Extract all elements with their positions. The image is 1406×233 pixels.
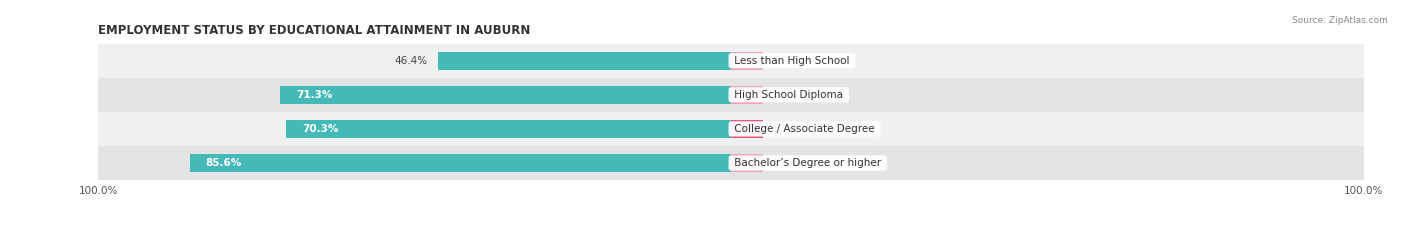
Bar bbox=[98, 146, 1364, 180]
Bar bbox=[731, 86, 762, 104]
Bar bbox=[731, 120, 762, 138]
Bar bbox=[731, 154, 762, 172]
Bar bbox=[98, 112, 1364, 146]
Text: 0.0%: 0.0% bbox=[772, 56, 799, 66]
Text: Bachelor’s Degree or higher: Bachelor’s Degree or higher bbox=[731, 158, 884, 168]
Text: High School Diploma: High School Diploma bbox=[731, 90, 846, 100]
Text: Source: ZipAtlas.com: Source: ZipAtlas.com bbox=[1292, 16, 1388, 25]
Text: Less than High School: Less than High School bbox=[731, 56, 853, 66]
Bar bbox=[98, 44, 1364, 78]
Text: 3.9%: 3.9% bbox=[772, 124, 799, 134]
Bar bbox=[731, 52, 762, 70]
Bar bbox=[280, 86, 731, 104]
Bar bbox=[287, 120, 731, 138]
Text: 71.3%: 71.3% bbox=[295, 90, 332, 100]
Text: 85.6%: 85.6% bbox=[205, 158, 242, 168]
Text: 0.0%: 0.0% bbox=[772, 90, 799, 100]
Text: College / Associate Degree: College / Associate Degree bbox=[731, 124, 877, 134]
Text: 1.4%: 1.4% bbox=[772, 158, 799, 168]
Bar bbox=[190, 154, 731, 172]
Text: 70.3%: 70.3% bbox=[302, 124, 339, 134]
Text: EMPLOYMENT STATUS BY EDUCATIONAL ATTAINMENT IN AUBURN: EMPLOYMENT STATUS BY EDUCATIONAL ATTAINM… bbox=[98, 24, 531, 37]
Text: 46.4%: 46.4% bbox=[395, 56, 427, 66]
Bar bbox=[98, 78, 1364, 112]
Bar bbox=[437, 52, 731, 70]
